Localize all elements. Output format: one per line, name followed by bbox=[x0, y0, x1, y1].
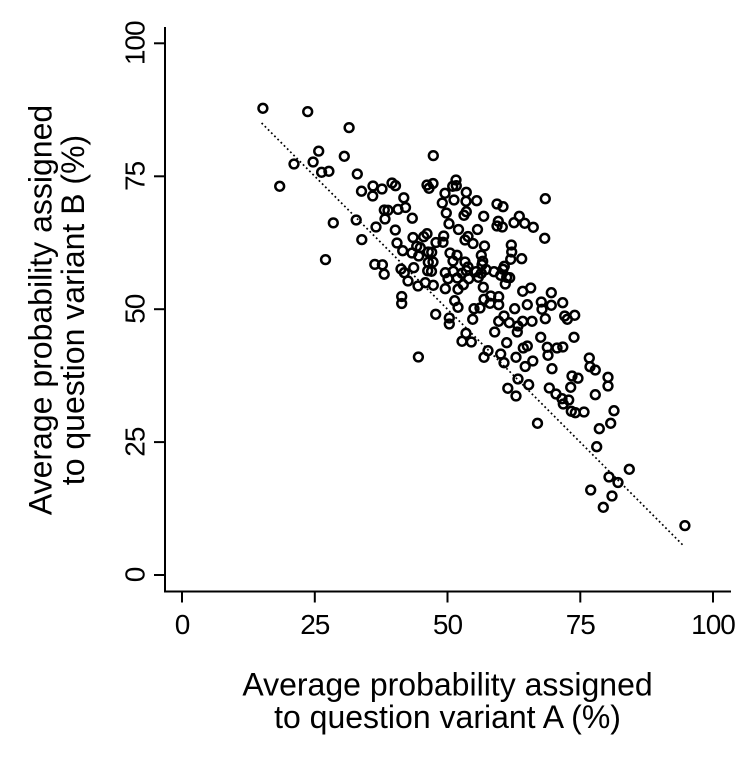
svg-text:100: 100 bbox=[691, 609, 735, 640]
svg-text:50: 50 bbox=[120, 294, 151, 324]
svg-text:100: 100 bbox=[120, 21, 151, 65]
svg-text:75: 75 bbox=[566, 609, 596, 640]
svg-text:to question variant A (%): to question variant A (%) bbox=[274, 699, 621, 735]
svg-text:0: 0 bbox=[175, 609, 190, 640]
svg-text:Average probability assigned: Average probability assigned bbox=[23, 105, 59, 515]
svg-text:0: 0 bbox=[120, 567, 151, 582]
svg-text:Average probability assigned: Average probability assigned bbox=[242, 667, 652, 703]
svg-text:25: 25 bbox=[300, 609, 330, 640]
svg-text:25: 25 bbox=[120, 427, 151, 457]
svg-text:75: 75 bbox=[120, 161, 151, 191]
svg-text:to question variant B (%): to question variant B (%) bbox=[55, 135, 91, 485]
svg-text:50: 50 bbox=[433, 609, 463, 640]
